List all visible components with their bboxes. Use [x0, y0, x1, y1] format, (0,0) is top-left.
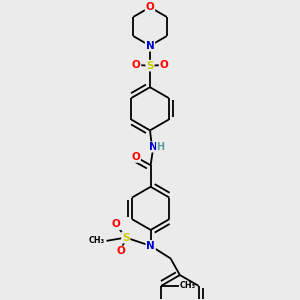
Text: CH₃: CH₃ — [180, 281, 196, 290]
Text: N: N — [149, 142, 158, 152]
Text: O: O — [160, 60, 168, 70]
Text: O: O — [111, 219, 120, 229]
Text: S: S — [146, 61, 154, 71]
Text: H: H — [157, 142, 165, 152]
Text: O: O — [132, 60, 140, 70]
Text: O: O — [131, 152, 140, 162]
Text: CH₃: CH₃ — [89, 236, 105, 245]
Text: N: N — [146, 241, 155, 251]
Text: O: O — [116, 247, 125, 256]
Text: N: N — [146, 41, 154, 51]
Text: O: O — [146, 2, 154, 12]
Text: S: S — [122, 232, 130, 243]
